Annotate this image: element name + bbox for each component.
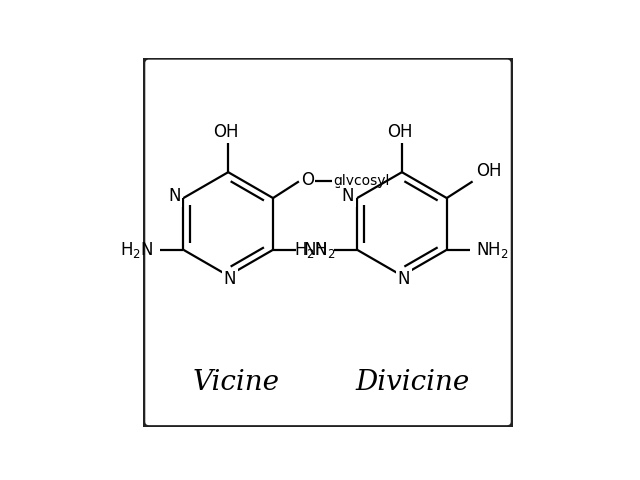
Text: N: N: [224, 270, 236, 288]
Text: H$_2$N: H$_2$N: [294, 240, 328, 260]
Text: N: N: [397, 270, 410, 288]
Text: glycosyl: glycosyl: [333, 174, 389, 189]
FancyBboxPatch shape: [143, 58, 513, 427]
Text: OH: OH: [214, 123, 239, 141]
Text: NH$_2$: NH$_2$: [303, 240, 335, 260]
Text: NH$_2$: NH$_2$: [476, 240, 509, 260]
Text: OH: OH: [387, 123, 413, 141]
Text: OH: OH: [476, 162, 502, 180]
Text: O: O: [301, 171, 314, 189]
Text: N: N: [168, 187, 180, 205]
Text: Divicine: Divicine: [356, 369, 470, 396]
Text: N: N: [342, 187, 354, 205]
Text: Vicine: Vicine: [192, 369, 279, 396]
Text: H$_2$N: H$_2$N: [120, 240, 154, 260]
